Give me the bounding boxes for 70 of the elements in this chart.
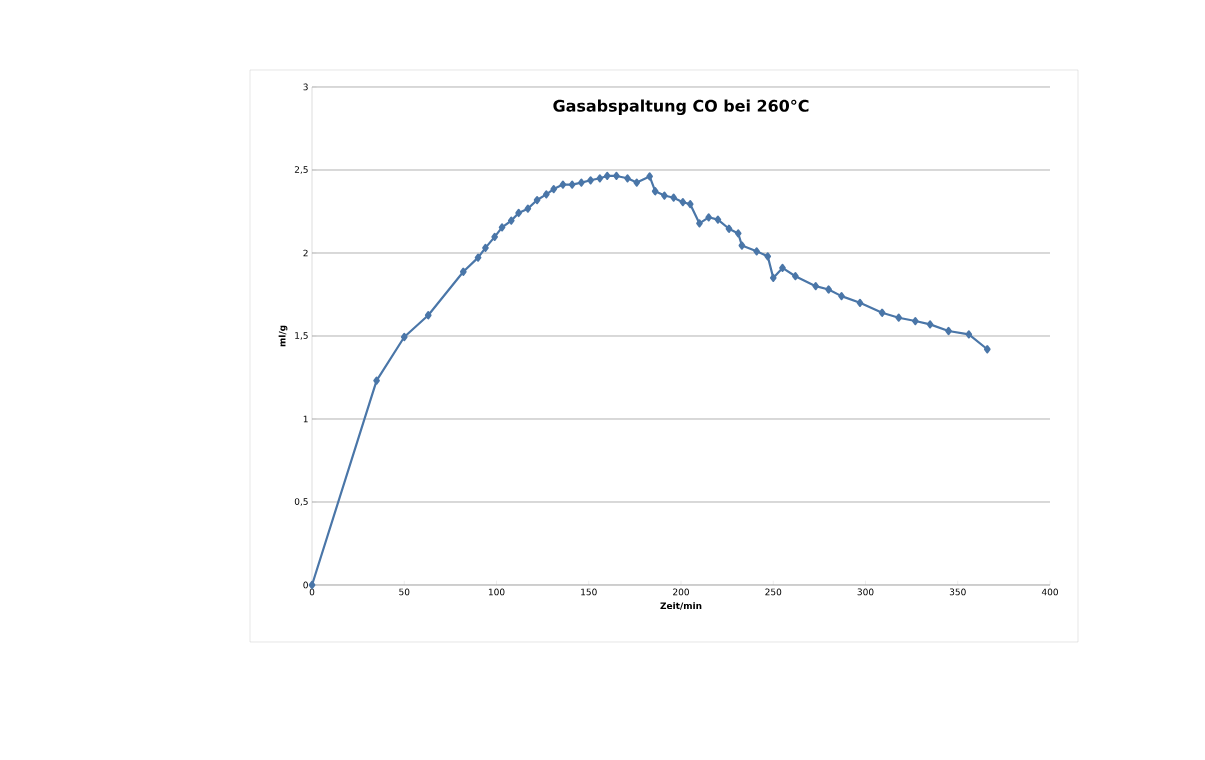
x-tick-label: 200 (673, 588, 689, 596)
x-tick-label: 150 (581, 588, 597, 596)
point (764, 252, 772, 261)
point (587, 176, 594, 185)
point (812, 282, 820, 291)
point (696, 219, 703, 228)
point (911, 316, 919, 326)
y-tick-label: 2 (303, 249, 308, 257)
y-tick-label: 0 (303, 581, 308, 589)
point (633, 178, 641, 187)
y-tick-label: 1,5 (295, 332, 308, 340)
point (878, 308, 886, 317)
point (792, 272, 799, 281)
text: Gasabspaltung CO bei 260°C (553, 99, 809, 116)
point (515, 208, 522, 218)
point (550, 184, 558, 194)
point (624, 174, 631, 183)
x-tick-label: 250 (765, 588, 782, 596)
point (738, 241, 746, 250)
point (578, 178, 585, 187)
y-tick-label: 2,5 (294, 166, 308, 174)
point (424, 311, 432, 320)
point (559, 180, 567, 189)
x-tick-label: 350 (949, 588, 966, 596)
x-tick-label: 300 (857, 588, 874, 596)
x-tick-label: 400 (1041, 588, 1058, 596)
point (533, 195, 541, 205)
y-tick-label: 0,5 (294, 498, 308, 506)
point (779, 263, 786, 273)
x-axis-title: Zeit/min (660, 602, 702, 610)
point (661, 191, 668, 200)
y-axis-title: ml/g (278, 325, 288, 347)
x-tick-label: 0 (309, 588, 315, 596)
point (524, 204, 532, 213)
point (965, 330, 973, 339)
point (856, 298, 864, 307)
point (400, 332, 408, 342)
point (734, 229, 742, 238)
point (753, 247, 760, 256)
point (838, 292, 845, 301)
point (542, 190, 550, 199)
point (670, 193, 677, 202)
point (705, 213, 713, 222)
point (498, 223, 506, 232)
point (459, 267, 467, 276)
y-tick-label: 1 (303, 415, 308, 423)
point (651, 187, 659, 196)
point (769, 273, 777, 282)
point (507, 216, 515, 225)
point (474, 253, 482, 262)
point (725, 224, 733, 233)
point (482, 243, 489, 252)
point (596, 174, 604, 183)
point (646, 172, 653, 181)
point (983, 345, 991, 354)
point (679, 198, 687, 207)
point (926, 320, 934, 329)
point (686, 200, 694, 209)
point (491, 232, 499, 241)
point (568, 180, 576, 189)
point (373, 376, 380, 385)
point (945, 326, 952, 336)
y-tick-label: 3 (303, 83, 308, 91)
point (603, 171, 611, 181)
x-tick-label: 50 (399, 588, 410, 596)
x-tick-label: 100 (488, 588, 505, 596)
point (825, 285, 832, 294)
point (613, 171, 620, 181)
point (895, 313, 903, 322)
point (714, 215, 722, 224)
